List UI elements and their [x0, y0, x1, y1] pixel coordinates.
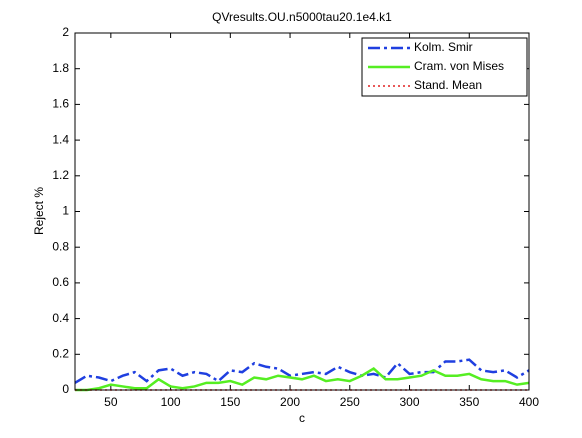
x-tick-label: 350: [459, 395, 479, 409]
x-tick-label: 150: [220, 395, 240, 409]
x-tick-label: 50: [104, 395, 118, 409]
y-tick-label: 1.2: [52, 168, 69, 182]
y-tick-label: 1.4: [52, 132, 69, 146]
plot-frame: [74, 32, 530, 391]
series-line: [75, 367, 530, 392]
y-tick-label: 0.8: [52, 239, 69, 253]
legend-label: Kolm. Smir: [414, 40, 473, 54]
x-tick-label: 400: [519, 395, 539, 409]
y-tick-label: 0.6: [52, 275, 69, 289]
x-tick-label: 250: [340, 395, 360, 409]
chart-title: QVresults.OU.n5000tau20.1e4.k1: [212, 10, 392, 24]
legend-label: Stand. Mean: [414, 78, 482, 92]
x-tick-label: 100: [161, 395, 181, 409]
y-tick-label: 0.2: [52, 346, 69, 360]
y-tick-label: 1.6: [52, 97, 69, 111]
x-axis-label: c: [299, 411, 305, 425]
y-tick-label: 0: [62, 382, 69, 396]
x-tick-label: 200: [280, 395, 300, 409]
y-tick-label: 1: [62, 204, 69, 218]
y-tick-label: 1.8: [52, 61, 69, 75]
y-axis-label: Reject %: [32, 187, 46, 235]
legend-label: Cram. von Mises: [414, 59, 504, 73]
y-tick-label: 0.4: [52, 311, 69, 325]
series-line: [74, 358, 530, 384]
y-tick-label: 2: [62, 25, 69, 39]
x-tick-label: 300: [400, 395, 420, 409]
